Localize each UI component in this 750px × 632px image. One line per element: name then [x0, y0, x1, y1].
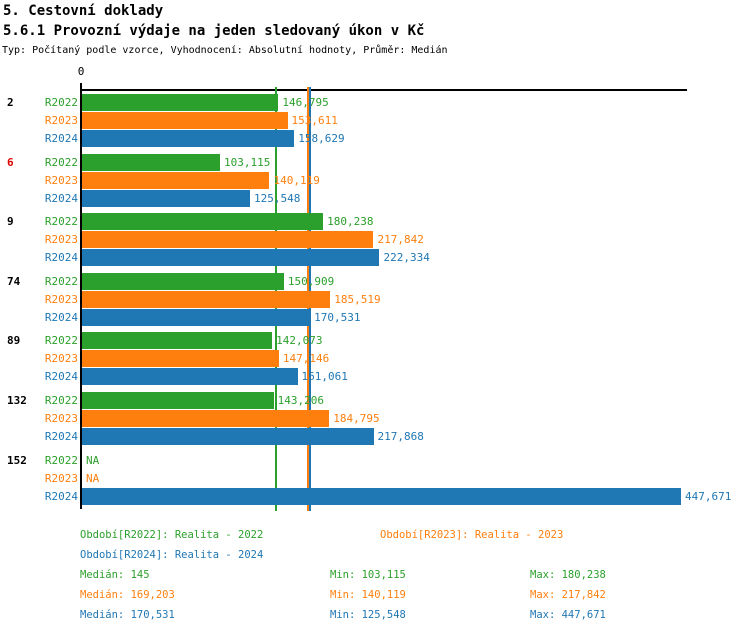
x-axis-line: [80, 89, 687, 91]
series-row-label: R2022: [44, 274, 78, 288]
series-row-label: R2023: [44, 471, 78, 485]
legend-period-r2023: Období[R2023]: Realita - 2023: [380, 529, 564, 541]
bar-r2024: [82, 189, 250, 207]
bar-r2023: [82, 410, 330, 427]
bar-r2024: [82, 249, 380, 267]
bar-value-label: 185,519: [334, 292, 381, 306]
series-row-label: R2022: [44, 96, 78, 109]
bar-value-label: 150,909: [287, 274, 335, 288]
legend-max-r2023: Max: 217,842: [530, 589, 606, 601]
bar-r2023: [82, 171, 270, 189]
series-row-label: R2023: [44, 114, 78, 127]
legend-min-r2022: Min: 103,115: [330, 569, 406, 581]
category-label: 2: [7, 96, 14, 109]
bar-value-label: 217,868: [377, 430, 424, 443]
bar-value-label: 146,795: [282, 96, 329, 109]
legend-median-r2022: Medián: 145: [80, 569, 150, 581]
series-row-label: R2023: [44, 292, 78, 306]
chart-subtitle: Typ: Počítaný podle vzorce, Vyhodnocení:…: [2, 45, 448, 56]
series-row-label: R2024: [44, 489, 78, 503]
chart-title: 5.6.1 Provozní výdaje na jeden sledovaný…: [3, 23, 425, 39]
bar-value-label: 447,671: [685, 489, 732, 503]
bar-value-label: 180,238: [327, 215, 374, 229]
x-axis-zero-tick: [80, 83, 82, 89]
series-row-label: R2024: [44, 191, 78, 205]
legend-min-r2023: Min: 140,119: [330, 589, 406, 601]
series-row-label: R2024: [44, 430, 78, 443]
legend-period-r2024: Období[R2024]: Realita - 2024: [80, 549, 264, 561]
series-row-label: R2024: [44, 370, 78, 384]
bar-r2023: [82, 350, 279, 368]
y-axis-line: [80, 89, 82, 509]
legend-max-r2022: Max: 180,238: [530, 569, 606, 581]
bar-r2024: [82, 308, 311, 326]
na-label: NA: [86, 471, 100, 485]
series-row-label: R2022: [44, 155, 78, 169]
bar-value-label: 143,206: [277, 394, 324, 407]
category-label: 89: [7, 334, 21, 348]
report-title: 5. Cestovní doklady: [3, 3, 164, 19]
bar-r2024: [82, 130, 295, 147]
legend-max-r2024: Max: 447,671: [530, 609, 606, 621]
legend-median-r2023: Medián: 169,203: [80, 589, 175, 601]
bar-value-label: 184,795: [333, 412, 380, 425]
legend-min-r2024: Min: 125,548: [330, 609, 406, 621]
series-row-label: R2022: [44, 215, 78, 229]
bar-value-label: 217,842: [377, 233, 424, 247]
bar-value-label: 140,119: [273, 173, 320, 187]
bar-value-label: 147,146: [282, 352, 330, 366]
series-row-label: R2022: [44, 394, 78, 407]
category-label: 9: [7, 215, 14, 229]
category-label: 6: [7, 155, 14, 169]
series-row-label: R2024: [44, 132, 78, 145]
series-row-label: R2024: [44, 251, 78, 265]
bar-value-label: 222,334: [383, 251, 430, 265]
bar-r2023: [82, 112, 288, 129]
bar-r2023: [82, 290, 331, 308]
series-row-label: R2022: [44, 453, 78, 467]
series-row-label: R2024: [44, 310, 78, 324]
legend-period-r2022: Období[R2022]: Realita - 2022: [80, 529, 264, 541]
category-label: 74: [7, 274, 21, 288]
bar-value-label: 170,531: [314, 310, 361, 324]
series-row-label: R2022: [44, 334, 78, 348]
bar-value-label: 142,073: [276, 334, 323, 348]
bar-r2024: [82, 368, 298, 386]
bar-value-label: 125,548: [253, 191, 301, 205]
series-row-label: R2023: [44, 173, 78, 187]
bar-value-label: 103,115: [223, 155, 271, 169]
bar-value-label: 158,629: [298, 132, 345, 145]
bar-r2022: [82, 153, 220, 171]
category-label: 132: [7, 394, 27, 407]
bar-r2022: [82, 392, 274, 409]
series-row-label: R2023: [44, 352, 78, 366]
legend-median-r2024: Medián: 170,531: [80, 609, 175, 621]
bar-r2022: [82, 213, 324, 231]
bar-r2022: [82, 332, 273, 350]
bar-r2022: [82, 272, 284, 290]
x-axis-zero-label: 0: [77, 65, 85, 78]
bar-r2022: [82, 94, 279, 111]
bar-r2023: [82, 231, 374, 249]
series-row-label: R2023: [44, 412, 78, 425]
bar-value-label: 153,611: [291, 114, 338, 127]
series-row-label: R2023: [44, 233, 78, 247]
bar-value-label: 161,061: [301, 370, 348, 384]
bar-r2024: [82, 428, 374, 445]
category-label: 152: [7, 453, 27, 467]
na-label: NA: [86, 453, 100, 467]
bar-r2024: [82, 487, 681, 505]
